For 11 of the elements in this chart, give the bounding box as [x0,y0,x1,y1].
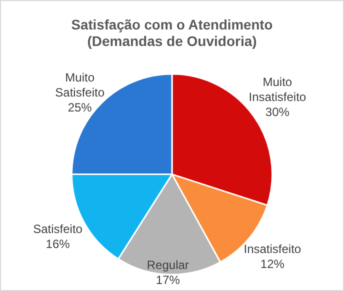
chart-title: Satisfação com o Atendimento (Demandas de Ouvidoria) [71,16,273,50]
slice-label: Satisfeito [33,222,83,236]
slice-label: Muito Insatisfeito [248,75,306,104]
slice-label: Muito Satisfeito [55,70,105,100]
data-label: 16% [46,236,70,251]
slice-label: Regular [146,258,189,272]
data-label: 30% [265,105,290,120]
slice-label: Insatisfeito [244,242,302,256]
data-label: 25% [68,100,92,114]
data-label: 12% [260,257,285,272]
data-label: 17% [156,272,180,287]
